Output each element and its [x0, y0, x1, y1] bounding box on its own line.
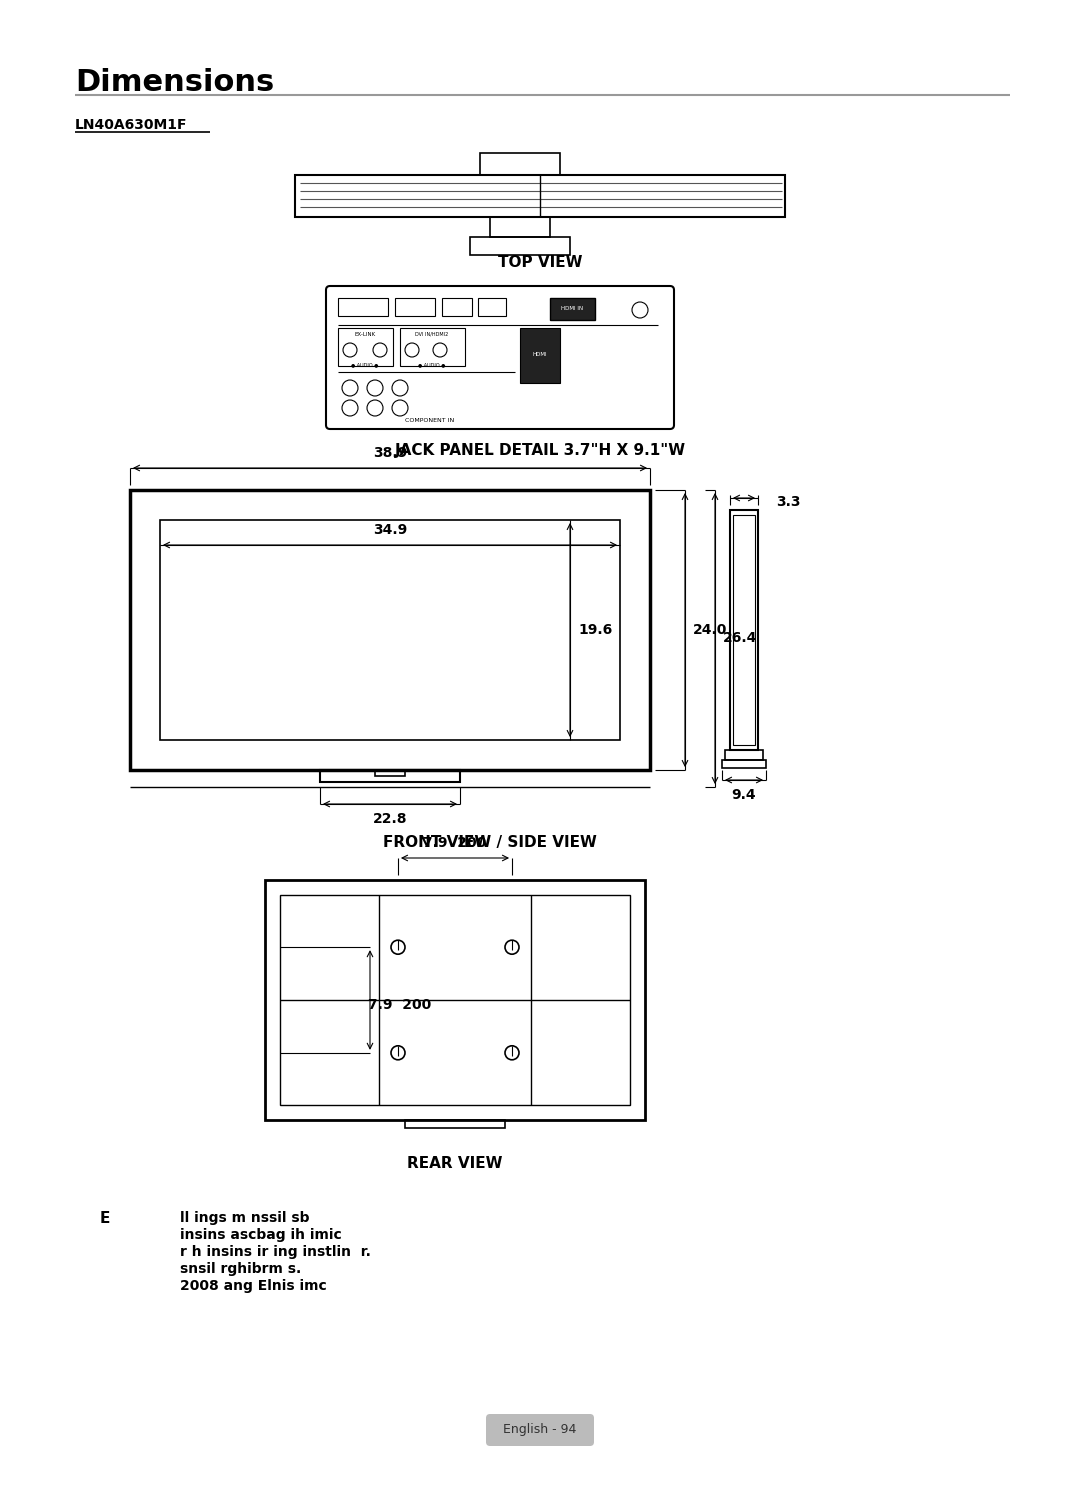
Bar [338, 327, 393, 366]
Bar [490, 217, 550, 237]
Text: LN40A630M1F: LN40A630M1F [75, 118, 188, 132]
Text: TOP VIEW: TOP VIEW [498, 254, 582, 269]
Text: REAR VIEW: REAR VIEW [407, 1156, 503, 1171]
Circle shape [342, 400, 357, 417]
Text: 19.6: 19.6 [578, 623, 612, 637]
Text: ● AUDIO ●: ● AUDIO ● [351, 362, 379, 368]
Text: HDMI: HDMI [532, 353, 548, 357]
FancyBboxPatch shape [326, 286, 674, 429]
Text: 34.9: 34.9 [373, 522, 407, 537]
Bar [265, 879, 645, 1120]
Bar [550, 298, 595, 320]
Circle shape [391, 1046, 405, 1059]
Circle shape [405, 344, 419, 357]
Circle shape [342, 379, 357, 396]
Text: JACK PANEL DETAIL 3.7"H X 9.1"W: JACK PANEL DETAIL 3.7"H X 9.1"W [394, 443, 686, 458]
Text: English - 94: English - 94 [503, 1424, 577, 1436]
Text: insins ascbag ih imic: insins ascbag ih imic [180, 1228, 341, 1242]
Bar [395, 298, 435, 315]
Bar [723, 760, 766, 768]
Bar [280, 894, 630, 1106]
Text: 7.9  200: 7.9 200 [367, 998, 431, 1012]
Circle shape [367, 400, 383, 417]
FancyBboxPatch shape [486, 1414, 594, 1446]
Text: EX-LINK: EX-LINK [354, 332, 376, 336]
Text: 22.8: 22.8 [373, 812, 407, 826]
Text: HDMI IN: HDMI IN [561, 307, 583, 311]
Bar [405, 1120, 505, 1128]
Circle shape [343, 344, 357, 357]
Bar [160, 519, 620, 740]
Text: r h insins ir ing instlin  r.: r h insins ir ing instlin r. [180, 1245, 370, 1259]
Text: ● AUDIO ●: ● AUDIO ● [418, 362, 446, 368]
Text: FRONT VIEW / SIDE VIEW: FRONT VIEW / SIDE VIEW [383, 835, 597, 850]
Bar [470, 237, 570, 254]
Text: Dimensions: Dimensions [75, 68, 274, 97]
Bar [295, 176, 785, 217]
Bar [130, 490, 650, 769]
Bar [320, 769, 460, 783]
Bar [730, 510, 758, 750]
Bar [338, 298, 388, 315]
Text: ll ings m nssil sb: ll ings m nssil sb [180, 1211, 310, 1225]
Text: 24.0: 24.0 [693, 623, 727, 637]
Text: snsil rghibrm s.: snsil rghibrm s. [180, 1262, 301, 1277]
Circle shape [392, 379, 408, 396]
Circle shape [391, 940, 405, 954]
Bar [480, 153, 561, 176]
Bar [375, 769, 405, 777]
Circle shape [505, 940, 519, 954]
Circle shape [433, 344, 447, 357]
Text: DVI IN/HDMI2: DVI IN/HDMI2 [416, 332, 448, 336]
Bar [400, 327, 465, 366]
Text: 9.4: 9.4 [731, 789, 756, 802]
Text: 38.9: 38.9 [373, 446, 407, 460]
Text: E: E [100, 1211, 110, 1226]
Bar [725, 750, 762, 760]
Circle shape [392, 400, 408, 417]
Bar [442, 298, 472, 315]
Circle shape [632, 302, 648, 318]
Circle shape [505, 1046, 519, 1059]
Bar [733, 515, 755, 745]
Text: 26.4: 26.4 [723, 631, 757, 646]
Circle shape [367, 379, 383, 396]
Text: 2008 ang Elnis imc: 2008 ang Elnis imc [180, 1280, 327, 1293]
Text: 7.9  200: 7.9 200 [423, 836, 487, 850]
Text: 3.3: 3.3 [777, 496, 800, 509]
Bar [478, 298, 507, 315]
Text: COMPONENT IN: COMPONENT IN [405, 418, 455, 423]
Circle shape [373, 344, 387, 357]
Bar [519, 327, 561, 382]
